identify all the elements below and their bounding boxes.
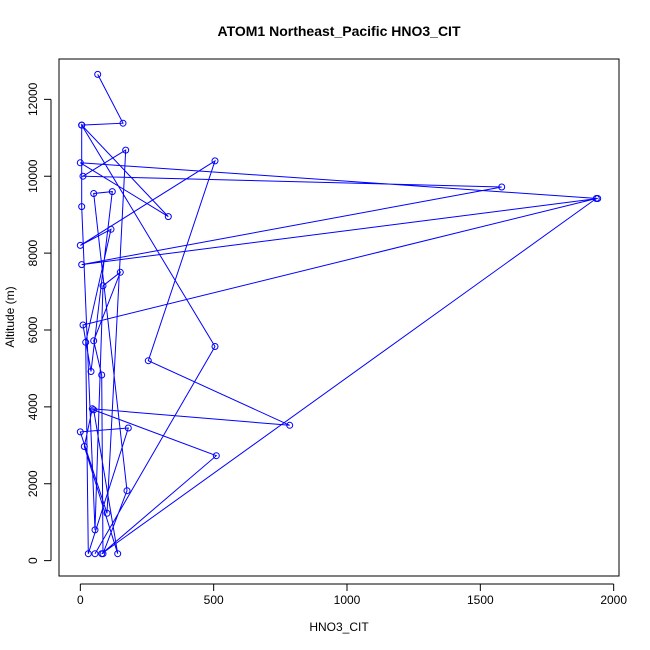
data-point [103, 509, 111, 517]
data-point [90, 406, 98, 414]
data-point [79, 172, 87, 180]
data-point [78, 203, 86, 211]
chart-title: ATOM1 Northeast_Pacific HNO3_CIT [218, 23, 461, 39]
data-point [78, 261, 86, 269]
data-point [123, 487, 131, 495]
data-point [498, 183, 506, 191]
data-point [91, 550, 99, 558]
y-tick-label: 8000 [26, 239, 40, 266]
data-point [88, 405, 96, 413]
y-tick-label: 4000 [26, 393, 40, 420]
data-point [80, 443, 88, 450]
data-point [286, 421, 294, 429]
data-point [90, 337, 98, 345]
data-point [78, 121, 86, 129]
x-axis: 0 500 1000 1500 2000 [77, 583, 627, 607]
data-point [76, 159, 84, 167]
data-point [99, 282, 107, 290]
data-point [76, 241, 84, 249]
x-tick-label: 1500 [467, 593, 494, 607]
x-tick-label: 1000 [334, 593, 361, 607]
data-point [164, 213, 172, 221]
plot-frame [58, 58, 620, 577]
y-tick-label: 10000 [26, 159, 40, 193]
data-point [87, 368, 95, 375]
data-point [116, 268, 124, 276]
data-point [119, 119, 127, 127]
data-point [82, 338, 90, 346]
x-tick-label: 0 [77, 593, 84, 607]
data-point [107, 225, 115, 233]
data-point [91, 526, 99, 534]
data-point [98, 371, 106, 379]
data-point [124, 424, 132, 432]
data-series [76, 70, 602, 558]
data-point [79, 321, 87, 329]
data-point [99, 550, 107, 558]
y-tick-label: 2000 [26, 470, 40, 497]
data-point [76, 428, 84, 436]
data-point [94, 70, 102, 78]
data-point [212, 452, 220, 460]
y-tick-label: 0 [26, 557, 40, 564]
data-point [592, 195, 600, 202]
y-tick-label: 6000 [26, 316, 40, 343]
series-line [79, 74, 598, 555]
y-axis: 0 2000 4000 6000 8000 10000 12000 [26, 82, 52, 564]
data-point [108, 188, 116, 196]
x-axis-label: HNO3_CIT [309, 620, 369, 634]
data-point [114, 550, 122, 558]
data-point [211, 157, 219, 165]
data-point [84, 550, 92, 558]
data-point [122, 146, 130, 154]
data-point [90, 190, 98, 197]
data-point [144, 357, 152, 365]
x-tick-label: 2000 [600, 593, 627, 607]
y-tick-label: 12000 [26, 82, 40, 116]
y-axis-label: Altitude (m) [3, 286, 17, 347]
data-point [211, 343, 219, 350]
x-tick-label: 500 [204, 593, 224, 607]
